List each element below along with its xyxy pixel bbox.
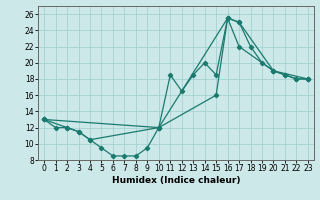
X-axis label: Humidex (Indice chaleur): Humidex (Indice chaleur)	[112, 176, 240, 185]
